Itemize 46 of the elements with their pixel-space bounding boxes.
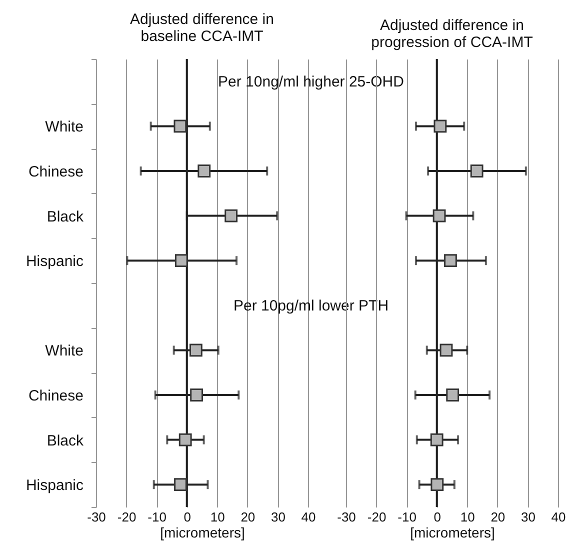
point bbox=[446, 388, 460, 402]
x-tick-label: 20 bbox=[490, 510, 506, 524]
y-tick-label: Chinese bbox=[28, 388, 84, 404]
y-tick-label: White bbox=[45, 118, 84, 136]
point bbox=[174, 478, 187, 492]
point bbox=[189, 344, 202, 357]
x-tick-label: -30 bbox=[87, 510, 106, 524]
x-tick-label: 0 bbox=[184, 510, 191, 524]
x-tick-label: 40 bbox=[551, 510, 566, 524]
y-tick-label: Hispanic bbox=[26, 253, 84, 270]
x-tick-label: 10 bbox=[460, 510, 475, 524]
point bbox=[430, 433, 444, 446]
point bbox=[174, 120, 187, 133]
point bbox=[190, 388, 203, 402]
x-axis-title: [micrometers] bbox=[160, 524, 245, 540]
y-tick-label: Black bbox=[46, 432, 84, 450]
annotation: Per 10ng/ml higher 25-OHD bbox=[218, 73, 404, 90]
x-tick-label: 10 bbox=[210, 510, 225, 524]
x-tick-label: -20 bbox=[367, 510, 386, 524]
point bbox=[432, 209, 446, 222]
x-tick-label: 40 bbox=[301, 510, 316, 524]
point bbox=[224, 209, 238, 222]
point bbox=[440, 344, 453, 357]
y-tick-label: Black bbox=[46, 208, 84, 226]
point bbox=[444, 254, 457, 268]
annotation: Per 10pg/ml lower PTH bbox=[233, 297, 389, 314]
point bbox=[198, 164, 211, 178]
point bbox=[470, 164, 484, 178]
x-tick-label: 30 bbox=[270, 510, 286, 524]
x-tick-label: -10 bbox=[148, 510, 166, 524]
x-tick-label: -30 bbox=[337, 510, 356, 524]
y-tick-label: Chinese bbox=[28, 164, 84, 180]
point bbox=[178, 433, 192, 446]
chart-title: Adjusted difference in baseline CCA-IMT bbox=[130, 11, 274, 45]
x-axis-title: [micrometers] bbox=[410, 524, 495, 540]
x-tick-label: 30 bbox=[520, 510, 536, 524]
point bbox=[174, 254, 188, 268]
point bbox=[434, 120, 447, 133]
chart-title: Adjusted difference in progression of CCA-IMT bbox=[371, 17, 533, 51]
x-tick-label: -20 bbox=[117, 510, 136, 524]
x-tick-label: 20 bbox=[240, 510, 256, 524]
x-tick-label: 0 bbox=[434, 510, 441, 524]
x-tick-label: -10 bbox=[398, 510, 416, 524]
point bbox=[430, 478, 444, 492]
y-tick-label: White bbox=[45, 342, 84, 360]
y-tick-label: Hispanic bbox=[26, 477, 84, 494]
